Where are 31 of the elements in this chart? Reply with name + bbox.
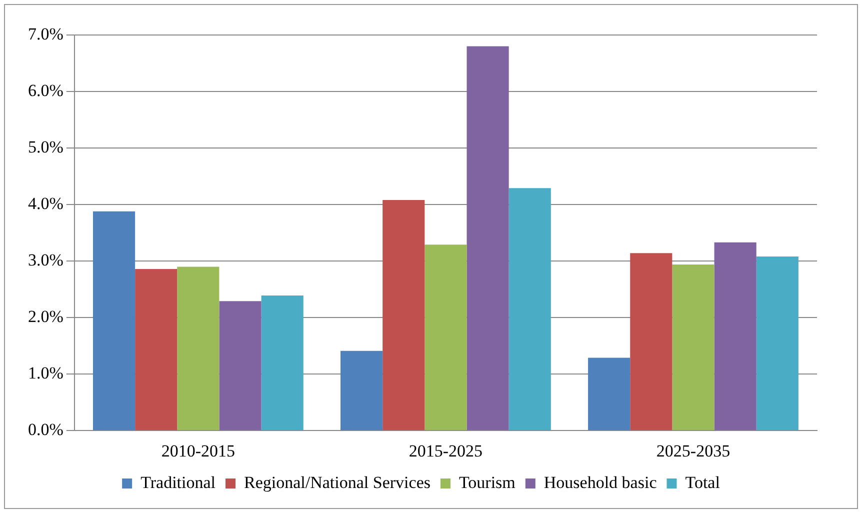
bar (424, 244, 467, 430)
bar (261, 296, 304, 430)
y-tick-label: 4.0% (28, 194, 64, 214)
bar (588, 358, 630, 430)
bar (340, 350, 383, 430)
y-tick-label: 2.0% (28, 307, 64, 326)
bar (219, 301, 262, 430)
legend-label: Regional/National Services (244, 472, 430, 492)
bar (382, 200, 425, 430)
x-tick-label: 2010-2015 (161, 441, 236, 460)
y-tick-label: 3.0% (28, 250, 64, 270)
y-tick-label: 0.0% (28, 420, 64, 440)
legend-label: Tourism (458, 472, 516, 492)
bar (466, 46, 509, 430)
bar (756, 256, 798, 430)
y-tick-label: 1.0% (28, 364, 64, 383)
bar (714, 242, 756, 430)
bar (508, 188, 551, 430)
legend-label: Traditional (140, 472, 216, 492)
bar (672, 264, 714, 430)
y-tick-label: 5.0% (28, 137, 64, 156)
bar (177, 266, 220, 430)
x-tick-label: 2025-2035 (656, 441, 730, 460)
y-tick-label: 7.0% (28, 24, 64, 44)
y-tick-label: 6.0% (28, 80, 64, 100)
x-tick-label: 2015-2025 (408, 441, 483, 460)
bar (630, 253, 672, 430)
legend-label: Household basic (544, 472, 658, 492)
bar (135, 268, 178, 430)
bar (92, 211, 136, 430)
legend-label: Total (685, 472, 720, 492)
